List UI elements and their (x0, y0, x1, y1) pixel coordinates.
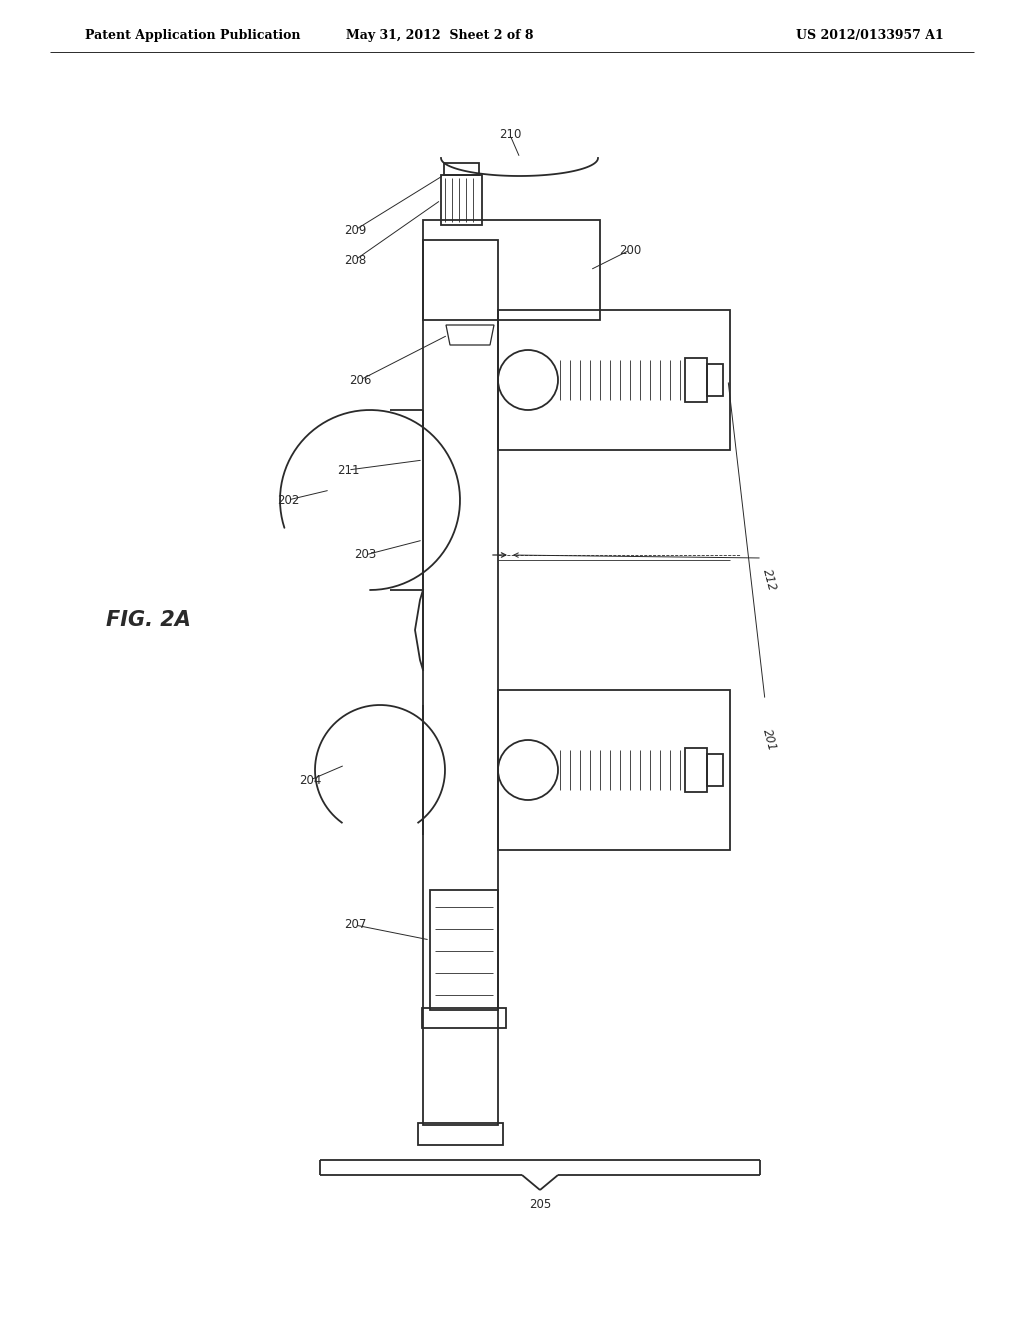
Text: US 2012/0133957 A1: US 2012/0133957 A1 (796, 29, 944, 41)
Text: 207: 207 (344, 919, 367, 932)
Text: May 31, 2012  Sheet 2 of 8: May 31, 2012 Sheet 2 of 8 (346, 29, 534, 41)
Bar (418, 1123, 503, 1144)
Bar (707, 364, 723, 396)
Bar (707, 754, 723, 785)
Text: 211: 211 (337, 463, 359, 477)
Text: 202: 202 (276, 494, 299, 507)
Bar (685, 748, 707, 792)
Text: 204: 204 (299, 774, 322, 787)
Text: 208: 208 (344, 253, 367, 267)
Text: Patent Application Publication: Patent Application Publication (85, 29, 300, 41)
Bar (422, 1008, 506, 1028)
Text: 201: 201 (760, 727, 778, 752)
Bar (685, 358, 707, 403)
Text: 203: 203 (354, 549, 376, 561)
Bar (441, 176, 482, 224)
Text: 212: 212 (760, 568, 778, 593)
Bar (430, 890, 498, 1010)
Text: 210: 210 (499, 128, 521, 141)
Text: FIG. 2A: FIG. 2A (105, 610, 190, 630)
Bar (423, 220, 600, 319)
Text: 200: 200 (618, 243, 641, 256)
Bar (498, 690, 730, 850)
Text: 205: 205 (528, 1199, 551, 1212)
Bar (423, 240, 498, 1125)
Bar (498, 310, 730, 450)
Bar (444, 162, 479, 176)
Text: 209: 209 (344, 223, 367, 236)
Text: 206: 206 (349, 374, 371, 387)
